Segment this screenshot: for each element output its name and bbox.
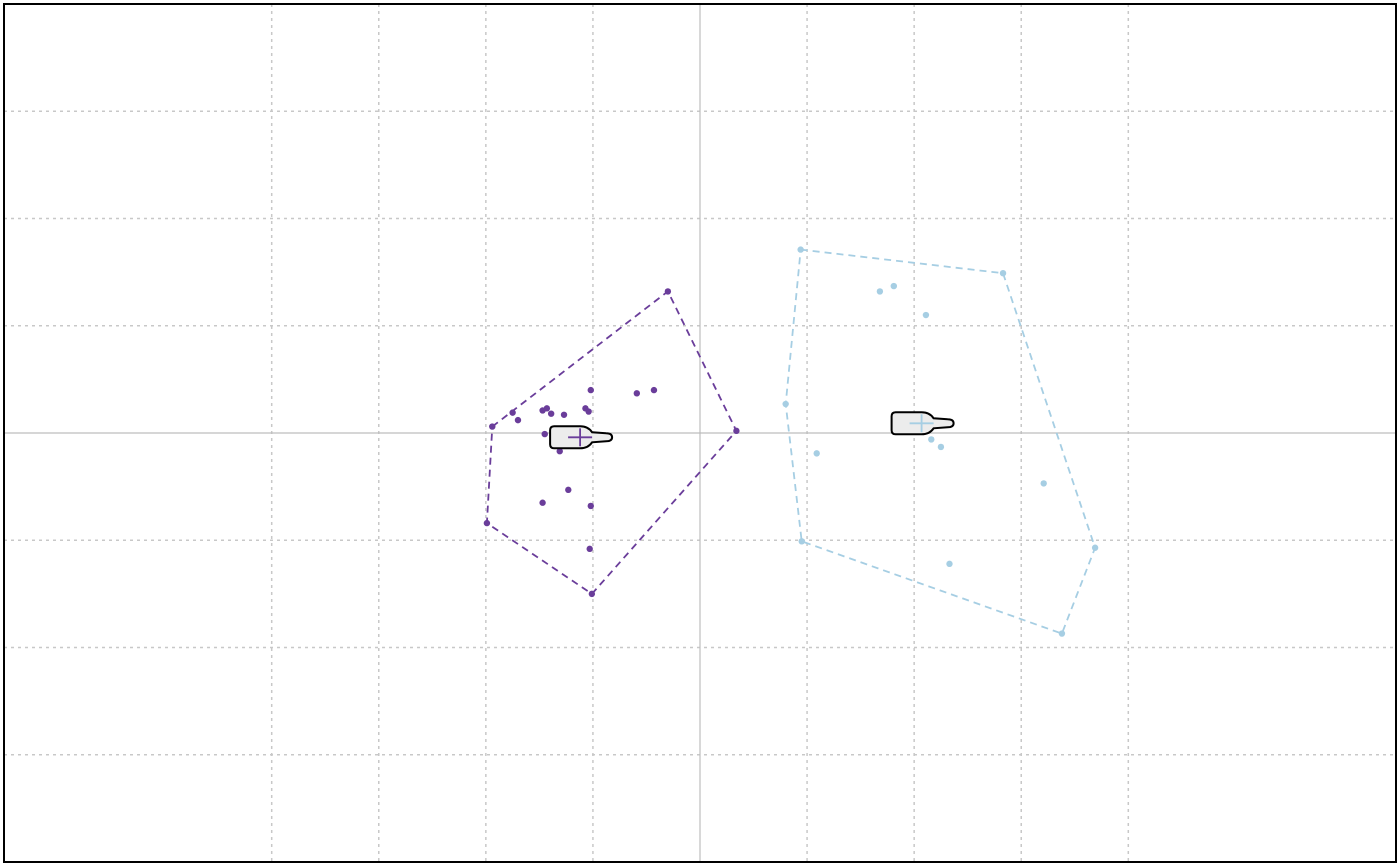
data-point-series-2 (1058, 630, 1066, 637)
hull-series-1 (485, 290, 738, 596)
data-point-series-1 (556, 448, 563, 455)
data-point-series-1 (664, 288, 672, 295)
data-point-series-1 (543, 405, 551, 412)
bottle-icon (549, 425, 614, 450)
data-point-series-2 (782, 400, 789, 408)
data-point-series-2 (937, 443, 945, 451)
data-point-series-1 (586, 545, 593, 553)
data-point-series-2 (922, 311, 930, 319)
data-point-series-2 (890, 282, 898, 290)
data-point-series-1 (514, 416, 522, 424)
data-point-series-1 (483, 519, 491, 527)
data-point-series-2 (876, 288, 884, 295)
data-point-series-1 (565, 486, 572, 494)
reference-lines (4, 4, 1396, 862)
data-point-series-1 (650, 386, 658, 394)
centroid-markers (549, 411, 955, 450)
data-point-series-1 (489, 423, 496, 430)
data-point-series-2 (813, 450, 820, 457)
plot-border (3, 3, 1397, 863)
data-point-series-1 (733, 427, 740, 435)
data-point-series-1 (509, 409, 516, 416)
data-point-series-1 (539, 499, 546, 506)
data-point-series-1 (587, 386, 594, 394)
data-point-series-2 (798, 538, 805, 545)
data-point-series-2 (946, 560, 953, 568)
data-point-series-2 (928, 436, 935, 443)
data-point-series-1 (560, 411, 568, 418)
data-point-series-2 (1091, 544, 1099, 551)
data-point-series-1 (633, 390, 641, 397)
data-point-series-1 (588, 590, 596, 598)
data-point-series-1 (541, 430, 548, 438)
data-point-series-1 (547, 410, 555, 417)
data-point-series-1 (587, 502, 594, 510)
data-point-series-2 (999, 269, 1007, 277)
data-point-series-1 (585, 408, 592, 415)
data-point-series-2 (1040, 480, 1047, 487)
bottle-icon (890, 411, 955, 436)
data-point-series-2 (797, 246, 804, 253)
